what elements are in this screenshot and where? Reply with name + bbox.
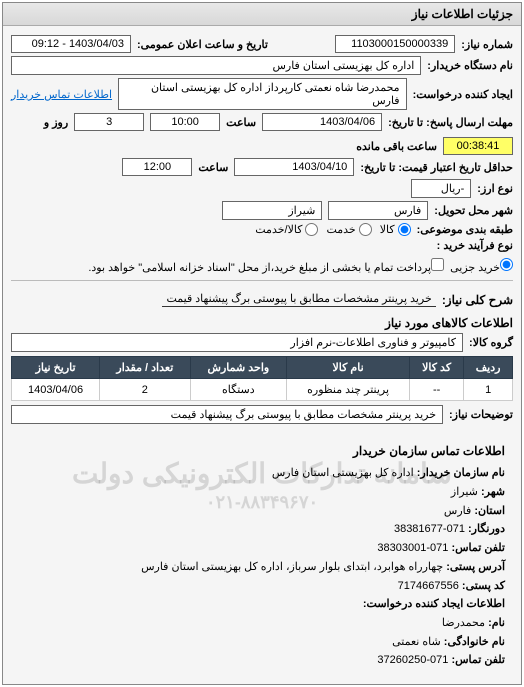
c-org-name: اداره کل بهزیستی استان فارس <box>272 467 414 479</box>
deadline-send-time: 10:00 <box>150 113 220 131</box>
c-address: چهارراه هوابرد، ابتدای بلوار سرباز، ادار… <box>141 561 443 573</box>
buyer-contact-link[interactable]: اطلاعات تماس خریدار <box>11 88 112 101</box>
c-address-lbl: آدرس پستی: <box>446 561 505 573</box>
th-row: ردیف <box>464 357 513 379</box>
time-label-2: ساعت <box>198 161 228 174</box>
c-fax-lbl: دورنگار: <box>468 523 505 535</box>
time-label-1: ساعت <box>226 116 256 129</box>
c-contact-phone-lbl: تلفن تماس: <box>451 654 505 666</box>
need-title-label: شرح کلی نیاز: <box>442 293 513 307</box>
category-label: طبقه بندی موضوعی: <box>417 223 513 236</box>
need-details-panel: جزئیات اطلاعات نیاز شماره نیاز: 11030001… <box>2 2 522 685</box>
th-code: کد کالا <box>409 357 463 379</box>
process-label: نوع فرآیند خرید : <box>437 239 513 252</box>
c-fax: 071-38381677 <box>394 523 465 535</box>
contact-block: اطلاعات تماس سازمان خریدار نام سازمان خر… <box>19 441 505 670</box>
remaining-label: ساعت باقی مانده <box>356 140 437 153</box>
th-date: تاریخ نیاز <box>12 357 100 379</box>
days-remaining: 3 <box>74 113 144 131</box>
radio-goods[interactable]: کالا/خدمت <box>255 223 318 236</box>
c-city-lbl: شهر: <box>481 486 505 498</box>
time-remaining: 00:38:41 <box>443 137 513 155</box>
currency-label: نوع ارز: <box>477 182 513 195</box>
need-desc-label: توضیحات نیاز: <box>449 408 513 421</box>
c-name: محمدرضا <box>442 617 485 629</box>
radio-goods-input[interactable] <box>305 223 318 236</box>
announce-field: 1403/04/03 - 09:12 <box>11 35 131 53</box>
table-header-row: ردیف کد کالا نام کالا واحد شمارش تعداد /… <box>12 357 513 379</box>
days-label: روز و <box>44 116 68 129</box>
category-radio-group: کالا خدمت کالا/خدمت <box>255 223 410 236</box>
deadline-send-date: 1403/04/06 <box>262 113 382 131</box>
radio-all-input[interactable] <box>398 223 411 236</box>
td-date: 1403/04/06 <box>12 379 100 401</box>
city-field: شیراز <box>222 201 322 220</box>
td-name: پرینتر چند منظوره <box>287 379 410 401</box>
currency-field: -ریال <box>411 179 471 198</box>
td-row: 1 <box>464 379 513 401</box>
process-buy-option[interactable]: خرید جزیی <box>450 258 513 274</box>
c-phone-lbl: تلفن تماس: <box>451 542 505 554</box>
panel-title: جزئیات اطلاعات نیاز <box>3 3 521 26</box>
c-province: فارس <box>444 505 471 517</box>
creator-label: ایجاد کننده درخواست: <box>413 88 513 101</box>
th-name: نام کالا <box>287 357 410 379</box>
contact-section: سامانه تدارکات الکترونیکی دولت ۰۲۱-۸۸۳۴۹… <box>11 427 513 678</box>
process-note-option[interactable]: پرداخت تمام یا بخشی از مبلغ خرید،از محل … <box>88 258 444 274</box>
goods-group-label: گروه کالا: <box>469 336 513 349</box>
td-unit: دستگاه <box>190 379 287 401</box>
table-row: 1 -- پرینتر چند منظوره دستگاه 2 1403/04/… <box>12 379 513 401</box>
td-qty: 2 <box>100 379 190 401</box>
deadline-send-label: مهلت ارسال پاسخ: تا تاریخ: <box>388 116 513 129</box>
buyer-org-label: نام دستگاه خریدار: <box>427 59 513 72</box>
need-title-field: خرید پرینتر مشخصات مطابق با پیوستی برگ پ… <box>162 291 435 307</box>
announce-label: تاریخ و ساعت اعلان عمومی: <box>137 38 268 51</box>
radio-service[interactable]: خدمت <box>326 223 371 236</box>
goods-group-field: کامپیوتر و فناوری اطلاعات-نرم افزار <box>11 333 463 352</box>
price-validity-label: حداقل تاریخ اعتبار قیمت: تا تاریخ: <box>360 161 513 174</box>
c-contact-phone: 071-37260250 <box>377 654 448 666</box>
panel-body: شماره نیاز: 1103000150000339 تاریخ و ساع… <box>3 26 521 684</box>
c-postal-lbl: کد پستی: <box>462 580 505 592</box>
c-province-lbl: استان: <box>474 505 505 517</box>
process-buy-radio[interactable] <box>500 258 513 271</box>
contact-title: اطلاعات تماس سازمان خریدار <box>19 441 505 461</box>
td-code: -- <box>409 379 463 401</box>
c-family: شاه نعمتی <box>392 636 441 648</box>
need-desc-field: خرید پرینتر مشخصات مطابق با پیوستی برگ پ… <box>11 405 443 424</box>
radio-service-input[interactable] <box>359 223 372 236</box>
c-family-lbl: نام خانوادگی: <box>444 636 505 648</box>
creator-field: محمدرضا شاه نعمتی کارپرداز اداره کل بهزی… <box>118 78 407 110</box>
province-label: شهر محل تحویل: <box>434 204 513 217</box>
need-number-field: 1103000150000339 <box>335 35 455 53</box>
c-org-name-lbl: نام سازمان خریدار: <box>417 467 505 479</box>
radio-all[interactable]: کالا <box>380 223 411 236</box>
c-name-lbl: نام: <box>488 617 505 629</box>
goods-info-title: اطلاعات کالاهای مورد نیاز <box>11 316 513 330</box>
c-postal: 7174667556 <box>398 580 459 592</box>
th-unit: واحد شمارش <box>190 357 287 379</box>
c-city: شیراز <box>451 486 478 498</box>
c-creator-title: اطلاعات ایجاد کننده درخواست: <box>19 595 505 614</box>
c-phone: 071-38303001 <box>377 542 448 554</box>
price-validity-time: 12:00 <box>122 158 192 176</box>
th-qty: تعداد / مقدار <box>100 357 190 379</box>
price-validity-date: 1403/04/10 <box>234 158 354 176</box>
process-note-checkbox[interactable] <box>431 258 444 271</box>
need-number-label: شماره نیاز: <box>461 38 513 51</box>
province-field: فارس <box>328 201 428 220</box>
buyer-org-field: اداره کل بهزیستی استان فارس <box>11 56 421 75</box>
process-options: خرید جزیی پرداخت تمام یا بخشی از مبلغ خر… <box>88 258 513 274</box>
goods-table: ردیف کد کالا نام کالا واحد شمارش تعداد /… <box>11 356 513 401</box>
